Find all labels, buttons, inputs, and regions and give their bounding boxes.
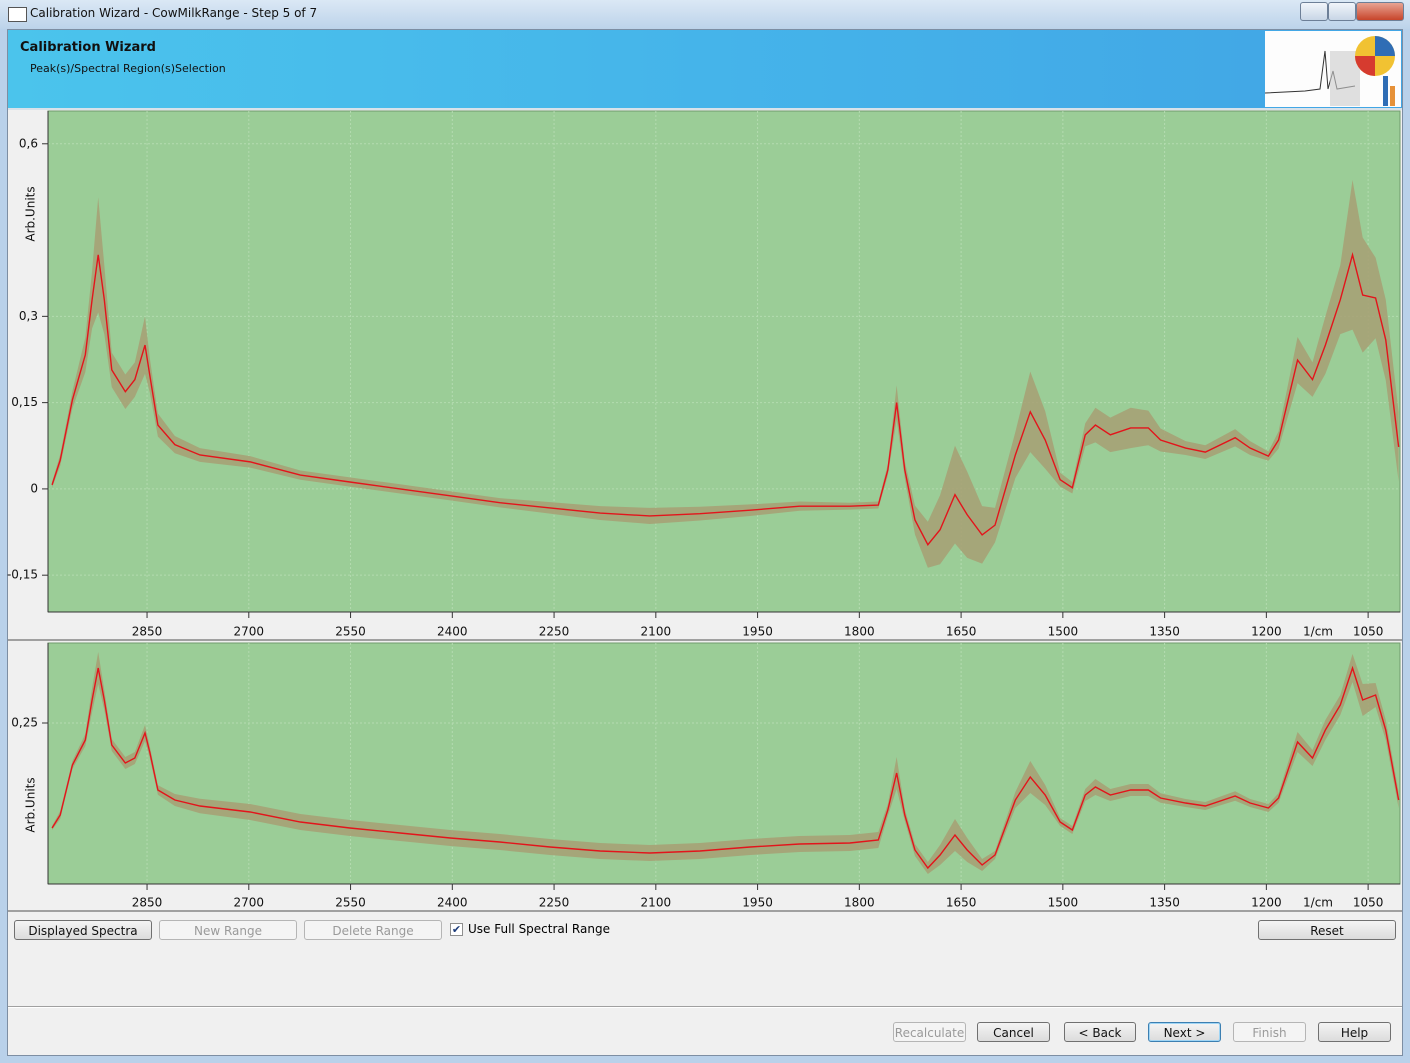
x-tick-label: 1650 [946,625,977,639]
reset-button[interactable]: Reset [1258,920,1396,940]
x-tick-label: 2250 [539,625,570,639]
x-tick-label: 1950 [742,896,773,910]
y-tick-label: 0 [30,481,38,495]
toolbar-button: New Range [159,920,297,940]
y-axis-label: Arb.Units [24,186,38,241]
x-tick-label: 1650 [946,896,977,910]
wizard-header [8,30,1402,110]
x-axis-label: 1/cm [1303,625,1333,639]
close-button[interactable] [1356,2,1404,21]
separator [8,1006,1402,1008]
x-tick-label: 1350 [1149,896,1180,910]
x-tick-label: 1050 [1353,625,1384,639]
title-bar [0,0,1410,29]
logo-pie-slice [1355,56,1375,76]
y-tick-label: 0,3 [19,309,38,323]
x-tick-label: 1950 [742,625,773,639]
x-tick-label: 1050 [1353,896,1384,910]
x-tick-label: 2700 [234,896,265,910]
x-tick-label: 2250 [539,896,570,910]
footer-button[interactable]: Next > [1148,1022,1221,1042]
plot-layer [51,652,1400,874]
x-tick-label: 1350 [1149,625,1180,639]
x-tick-label: 2100 [641,625,672,639]
plot-area [47,110,1401,613]
x-tick-label: 2400 [437,896,468,910]
x-tick-label: 2400 [437,625,468,639]
logo-pie-slice [1375,36,1395,56]
checkbox-label[interactable]: Use Full Spectral Range [468,922,610,936]
toolbar-button: Delete Range [304,920,442,940]
footer-button[interactable]: < Back [1064,1022,1136,1042]
app-icon [8,7,27,22]
x-tick-label: 2850 [132,896,163,910]
logo-table [1330,51,1360,106]
y-axis-label: Arb.Units [24,777,38,832]
x-tick-label: 1200 [1251,625,1282,639]
plot-layer [51,180,1400,568]
header-logo [1265,31,1401,107]
x-tick-label: 1200 [1251,896,1282,910]
logo-bar [1390,86,1395,106]
y-tick-label: -0,15 [7,568,38,582]
x-tick-label: 1800 [844,896,875,910]
x-tick-label: 1800 [844,625,875,639]
footer-button[interactable]: Cancel [977,1022,1050,1042]
window-title: Calibration Wizard - CowMilkRange - Step… [30,6,318,20]
footer-button: Recalculate [893,1022,966,1042]
x-axis-label: 1/cm [1303,896,1333,910]
x-tick-label: 2550 [335,625,366,639]
footer-button[interactable]: Help [1318,1022,1391,1042]
x-tick-label: 2100 [641,896,672,910]
mean-spectrum [51,252,1400,546]
y-tick-label: 0,15 [11,395,38,409]
x-tick-label: 2550 [335,896,366,910]
mean-spectrum [51,665,1400,870]
x-tick-label: 1500 [1048,896,1079,910]
header-title: Calibration Wizard [20,40,156,55]
header-subtitle: Peak(s)/Spectral Region(s)Selection [30,62,226,75]
x-tick-label: 1500 [1048,625,1079,639]
logo-bar [1383,76,1388,106]
x-tick-label: 2850 [132,625,163,639]
charts: 2850 2700 2550 2400 2250 2100 1950 1800 1650 1500… [7,110,1402,912]
checkbox[interactable]: ✔ [450,923,463,936]
maximize-button[interactable] [1328,2,1356,21]
x-tick-label: 2700 [234,625,265,639]
y-tick-label: 0,25 [11,716,38,730]
minimize-button[interactable] [1300,2,1328,21]
y-tick-label: 0,6 [19,136,38,150]
footer-button: Finish [1233,1022,1306,1042]
toolbar-button[interactable]: Displayed Spectra [14,920,152,940]
